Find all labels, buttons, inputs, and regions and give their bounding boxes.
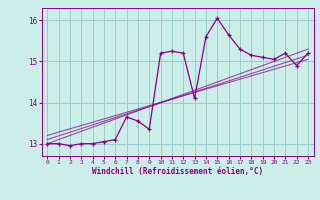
X-axis label: Windchill (Refroidissement éolien,°C): Windchill (Refroidissement éolien,°C) bbox=[92, 167, 263, 176]
